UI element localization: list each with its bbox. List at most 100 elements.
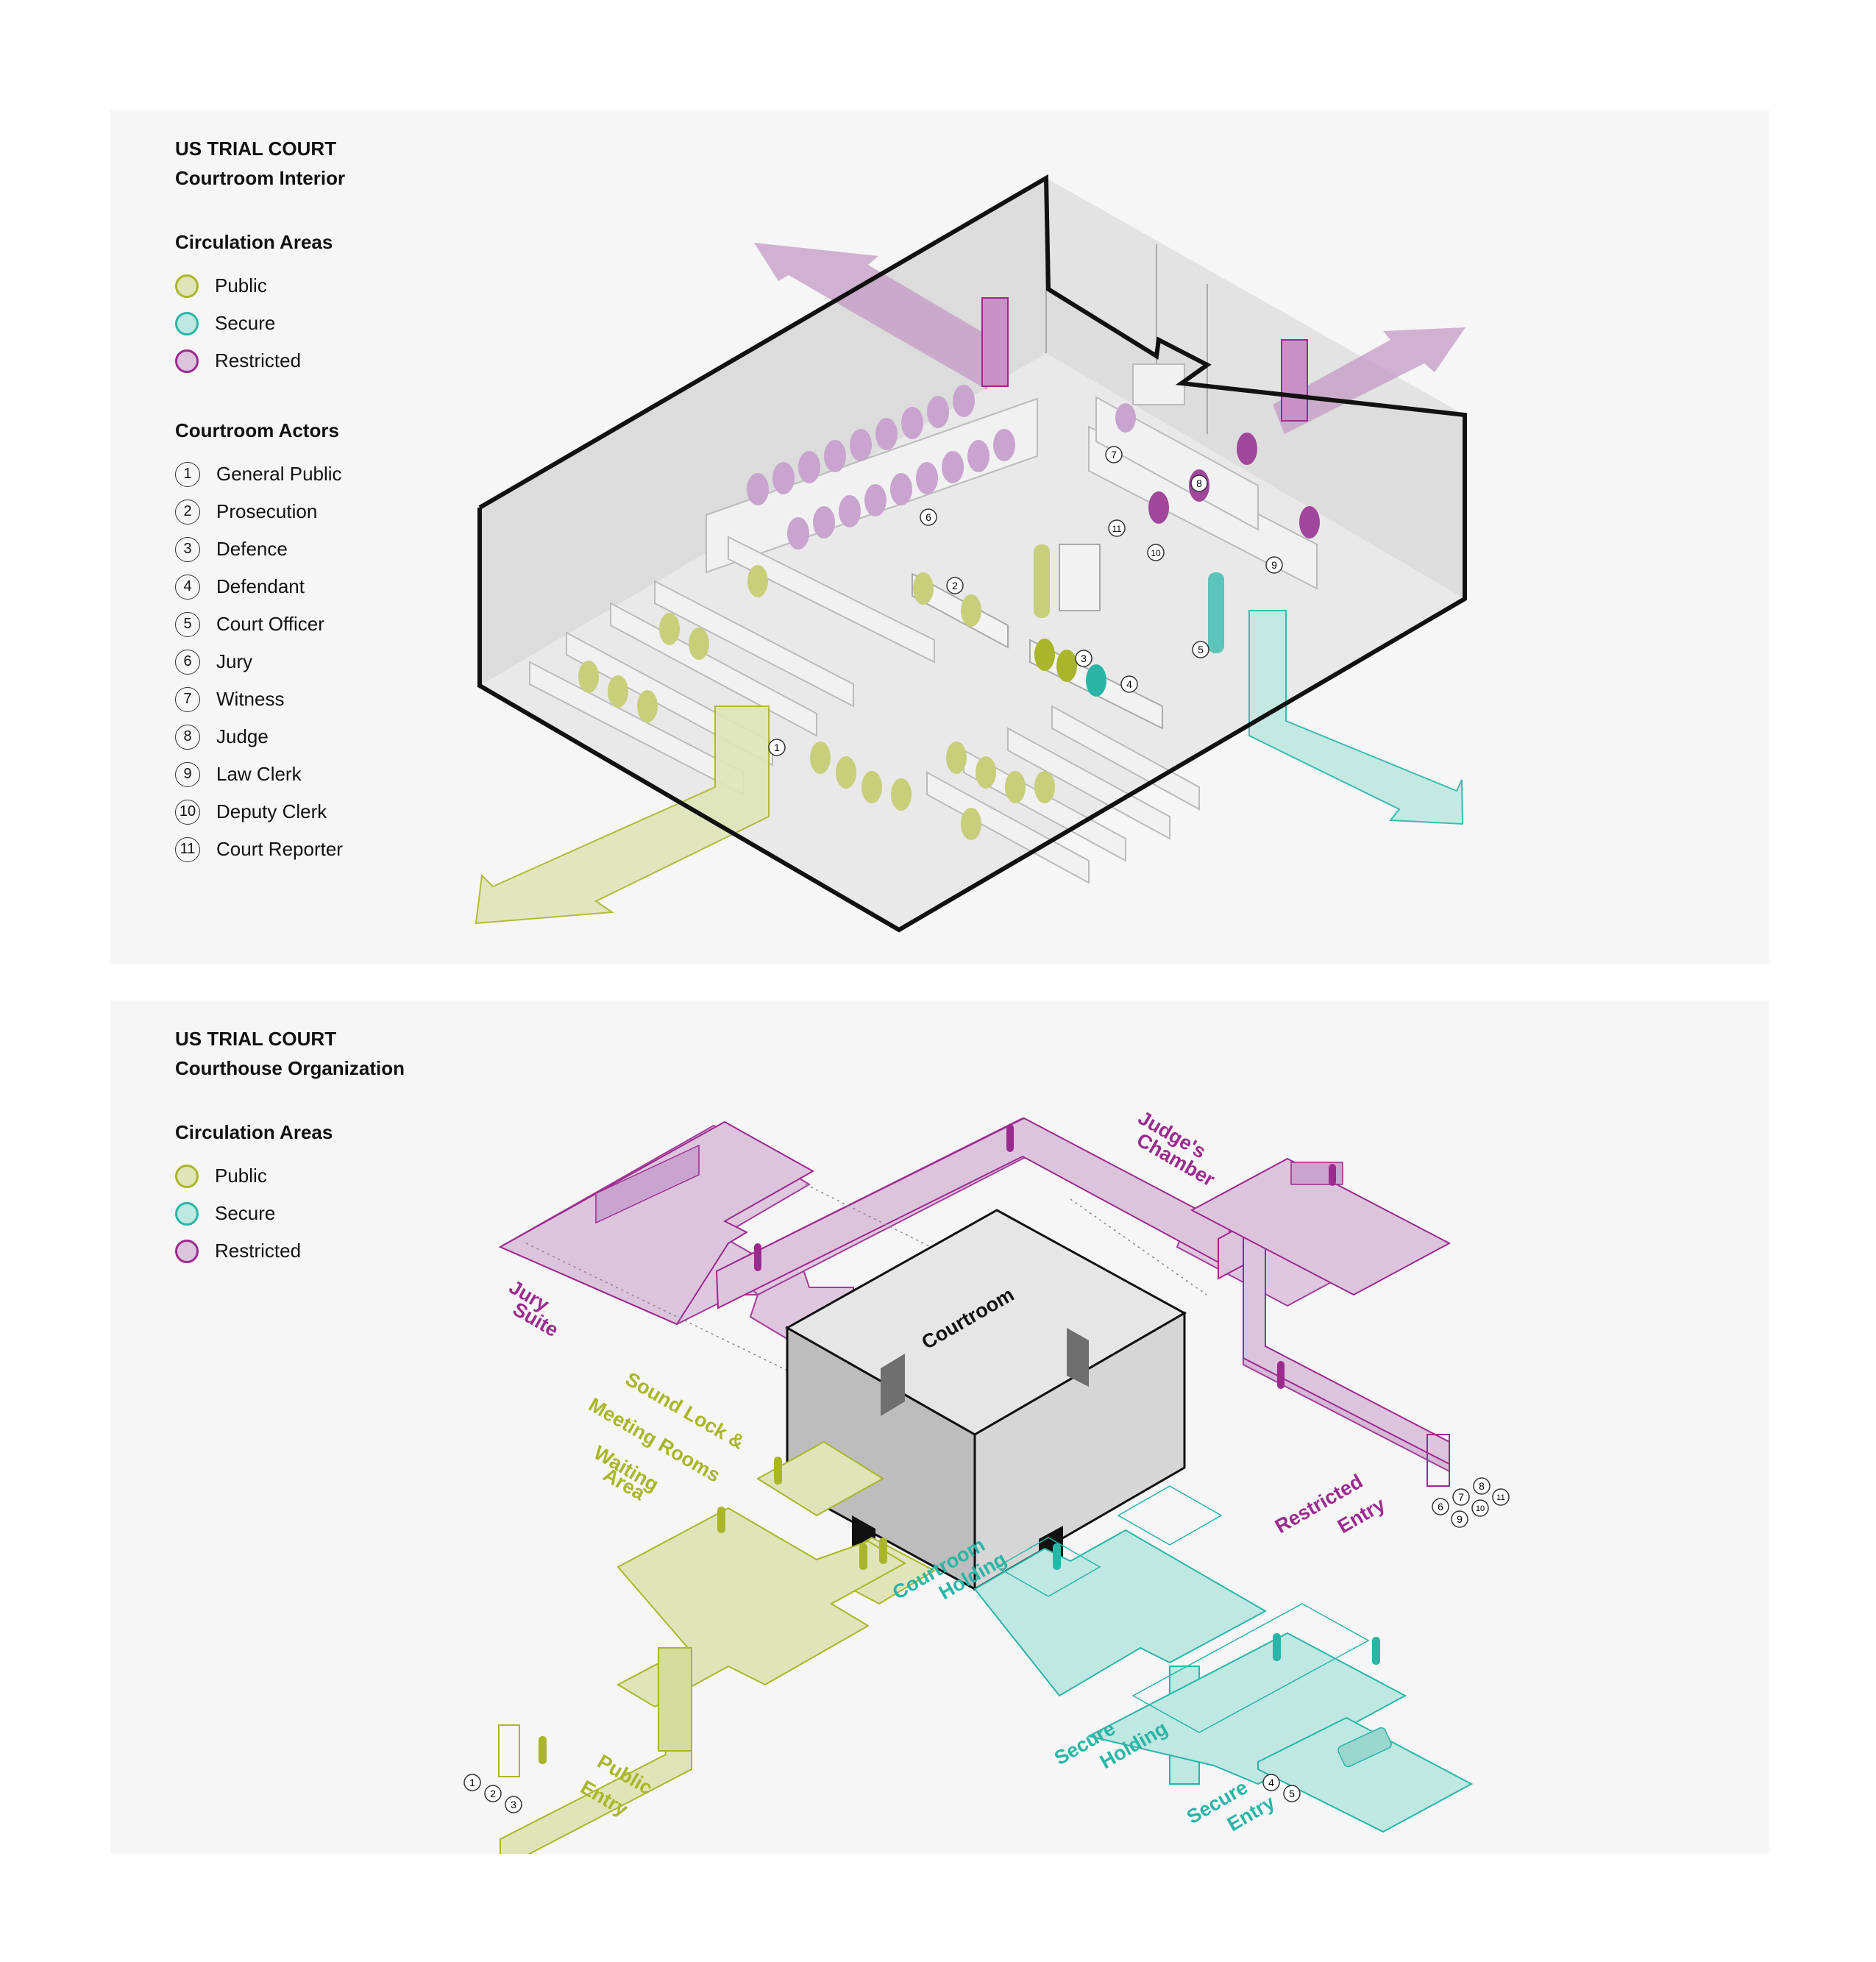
legend-restricted: Restricted — [175, 342, 345, 380]
marker-8: 8 — [1190, 474, 1208, 492]
legend-actor: 9 Law Clerk — [175, 756, 345, 793]
restricted-entry-label: Restricted Entry — [1271, 1470, 1389, 1538]
svg-text:11: 11 — [1496, 1493, 1504, 1502]
marker-4: 4 — [1120, 675, 1138, 693]
public-entry-markers: 1 2 3 — [463, 1774, 522, 1813]
actor-label: Witness — [216, 688, 285, 710]
actor-label: Defendant — [216, 575, 305, 597]
svg-text:10: 10 — [1476, 1504, 1485, 1513]
legend-actor: 2 Prosecution — [175, 493, 345, 530]
panel1-legend: US TRIAL COURT Courtroom Interior Circul… — [175, 134, 345, 868]
marker-3: 3 — [1075, 650, 1092, 667]
svg-text:5: 5 — [1198, 644, 1204, 655]
actor-label: Law Clerk — [216, 763, 302, 785]
restricted-door-right — [1281, 339, 1308, 422]
legend-actor: 10 Deputy Clerk — [175, 793, 345, 831]
witness-stand — [1132, 363, 1185, 405]
actor-number-badge: 9 — [175, 761, 200, 787]
panel1-subtitle: Courtroom Interior — [175, 167, 346, 189]
defence-figures — [1034, 639, 1106, 697]
legend-actor: 5 Court Officer — [175, 605, 345, 643]
legend-restricted: Restricted — [175, 1232, 405, 1270]
courthouse-organization-drawing: Courtroom — [463, 1106, 1510, 1854]
actors-list: 1 General Public 2 Prosecution 3 Defence 4 Defe… — [175, 455, 345, 868]
legend-actor: 1 General Public — [175, 455, 345, 493]
public-swatch-icon — [175, 1164, 199, 1188]
judges-chamber-room — [1190, 1157, 1452, 1296]
judges-chamber-label: Judge's Chamber — [1133, 1106, 1219, 1191]
restricted-figures — [754, 1124, 1336, 1389]
svg-text:3: 3 — [511, 1799, 516, 1810]
actor-label: Defence — [216, 538, 288, 560]
secure-holding-label: Secure Holding — [1051, 1717, 1171, 1773]
holding-cells — [995, 1485, 1370, 1733]
legend-secure: Secure — [175, 305, 345, 342]
public-circulation — [500, 1440, 937, 1854]
secure-figures — [1053, 1543, 1380, 1665]
svg-text:3: 3 — [1081, 653, 1087, 664]
svg-text:6: 6 — [925, 511, 931, 523]
svg-text:1: 1 — [774, 742, 780, 753]
svg-text:11: 11 — [1112, 524, 1122, 534]
jury-members — [747, 385, 1015, 550]
actor-number-badge: 7 — [175, 686, 200, 712]
actor-label: General Public — [216, 463, 342, 485]
courtroom-interior-panel: US TRIAL COURT Courtroom Interior Circul… — [110, 110, 1769, 964]
actor-number-badge: 3 — [175, 536, 200, 562]
public-figures — [539, 1457, 887, 1764]
panel1-title: US TRIAL COURT — [175, 138, 337, 160]
restricted-exit-arrow-left — [754, 243, 993, 390]
legend-secure: Secure — [175, 1195, 405, 1232]
svg-text:1: 1 — [469, 1777, 475, 1788]
marker-1: 1 — [768, 739, 786, 756]
marker-10: 10 — [1147, 544, 1165, 561]
restricted-swatch-icon — [175, 1239, 199, 1263]
legend-actor: 11 Court Reporter — [175, 831, 345, 868]
actor-number-badge: 5 — [175, 611, 200, 637]
legend-label: Restricted — [215, 1240, 302, 1262]
svg-text:5: 5 — [1289, 1788, 1295, 1799]
restricted-entry-markers: 6 7 8 9 10 11 — [1432, 1477, 1510, 1528]
secure-swatch-icon — [175, 311, 199, 335]
panel1-circulation-heading: Circulation Areas — [175, 231, 333, 253]
restricted-door — [1426, 1434, 1450, 1487]
svg-text:2: 2 — [952, 580, 958, 591]
svg-text:4: 4 — [1126, 678, 1132, 690]
marker-6: 6 — [920, 508, 937, 526]
actor-number-badge: 4 — [175, 574, 200, 600]
svg-text:7: 7 — [1458, 1491, 1464, 1503]
actor-label: Deputy Clerk — [216, 800, 327, 822]
actor-label: Judge — [216, 725, 269, 747]
public-swatch-icon — [175, 274, 199, 298]
legend-actor: 6 Jury — [175, 643, 345, 680]
clerk-desk — [1095, 396, 1259, 531]
svg-text:2: 2 — [490, 1788, 496, 1799]
legend-actor: 8 Judge — [175, 718, 345, 756]
legend-actor: 3 Defence — [175, 530, 345, 568]
courthouse-organization-panel: US TRIAL COURT Courthouse Organization C… — [110, 1000, 1769, 1854]
svg-text:6: 6 — [1438, 1501, 1443, 1513]
panel1-actors-heading: Courtroom Actors — [175, 419, 339, 441]
legend-label: Secure — [215, 312, 276, 334]
svg-text:8: 8 — [1479, 1480, 1485, 1492]
legend-label: Public — [215, 274, 267, 296]
legend-public: Public — [175, 267, 345, 305]
actor-label: Court Reporter — [216, 838, 343, 860]
actor-number-badge: 8 — [175, 724, 200, 750]
panel2-circulation-heading: Circulation Areas — [175, 1121, 333, 1143]
svg-text:9: 9 — [1457, 1513, 1463, 1525]
public-figures — [578, 565, 1055, 840]
secure-exit-arrow — [1248, 610, 1464, 825]
marker-11: 11 — [1108, 519, 1126, 537]
svg-text:10: 10 — [1151, 548, 1161, 558]
marker-5: 5 — [1192, 641, 1209, 658]
marker-2: 2 — [946, 577, 964, 594]
courtroom-isometric-drawing: 1 2 3 4 5 6 7 8 9 10 11 — [475, 174, 1467, 933]
jury-suite-room — [498, 1120, 815, 1326]
svg-text:7: 7 — [1111, 449, 1117, 461]
public-exit-arrow — [475, 705, 770, 925]
panel1-circulation-list: Public Secure Restricted — [175, 267, 345, 380]
courtroom-block-right — [973, 1311, 1186, 1591]
legend-label: Restricted — [215, 349, 302, 372]
actor-number-badge: 11 — [175, 836, 200, 862]
